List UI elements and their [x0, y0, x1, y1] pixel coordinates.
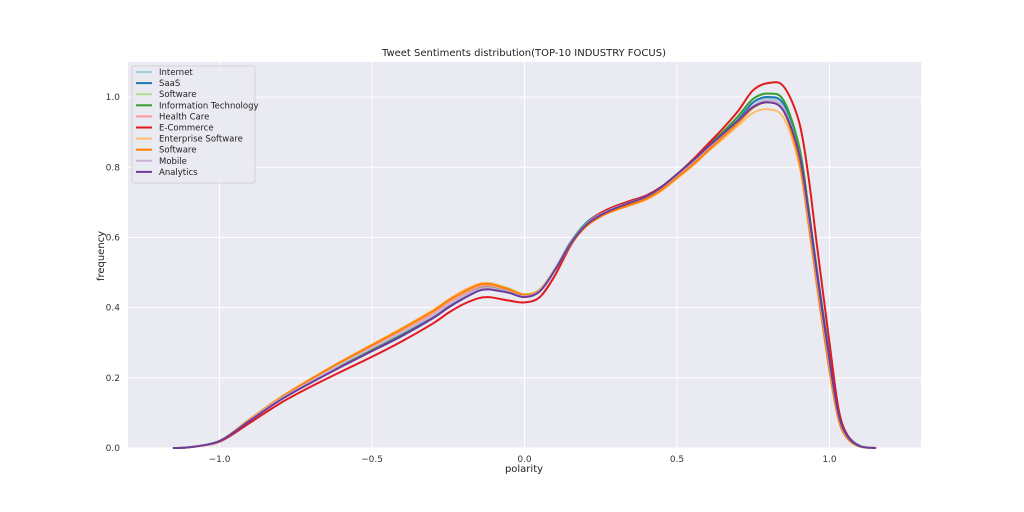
- y-axis-ticks: 0.0 0.2 0.4 0.6 0.8 1.0: [106, 93, 121, 454]
- y-axis-label: frequency: [96, 231, 107, 281]
- y-tick-label: 0.0: [106, 444, 121, 454]
- legend-entry: Analytics: [159, 168, 198, 178]
- y-tick-label: 0.8: [106, 163, 121, 173]
- x-tick-label: −0.5: [361, 455, 383, 465]
- legend-box: [131, 65, 256, 184]
- y-tick-label: 1.0: [106, 93, 121, 103]
- legend-entry: Mobile: [159, 157, 187, 167]
- legend-entry: Enterprise Software: [159, 135, 243, 145]
- x-tick-label: 0.5: [670, 455, 684, 465]
- series-lines: [172, 81, 877, 450]
- chart-title: Tweet Sentiments distribution(TOP-10 IND…: [381, 48, 666, 59]
- grid-lines: [128, 62, 921, 449]
- y-tick-label: 0.6: [106, 233, 121, 243]
- x-axis-label: polarity: [505, 464, 543, 475]
- series-line-7: [172, 101, 877, 450]
- series-line-9: [172, 101, 877, 450]
- legend-entry: Software: [159, 90, 196, 100]
- legend-entry: Health Care: [159, 112, 209, 122]
- x-tick-label: 1.0: [822, 455, 837, 465]
- legend-entry: SaaS: [159, 79, 180, 89]
- legend-entry: Software: [159, 146, 196, 156]
- legend-entry: Internet: [159, 68, 193, 78]
- x-tick-label: −1.0: [209, 455, 231, 465]
- x-axis-ticks: −1.0 −0.5 0.0 0.5 1.0: [209, 455, 837, 465]
- y-tick-label: 0.2: [106, 374, 120, 384]
- legend-entry: Information Technology: [159, 101, 259, 111]
- legend-entry: E-Commerce: [159, 124, 214, 134]
- x-tick-label: 0.0: [517, 455, 532, 465]
- y-tick-label: 0.4: [106, 304, 121, 314]
